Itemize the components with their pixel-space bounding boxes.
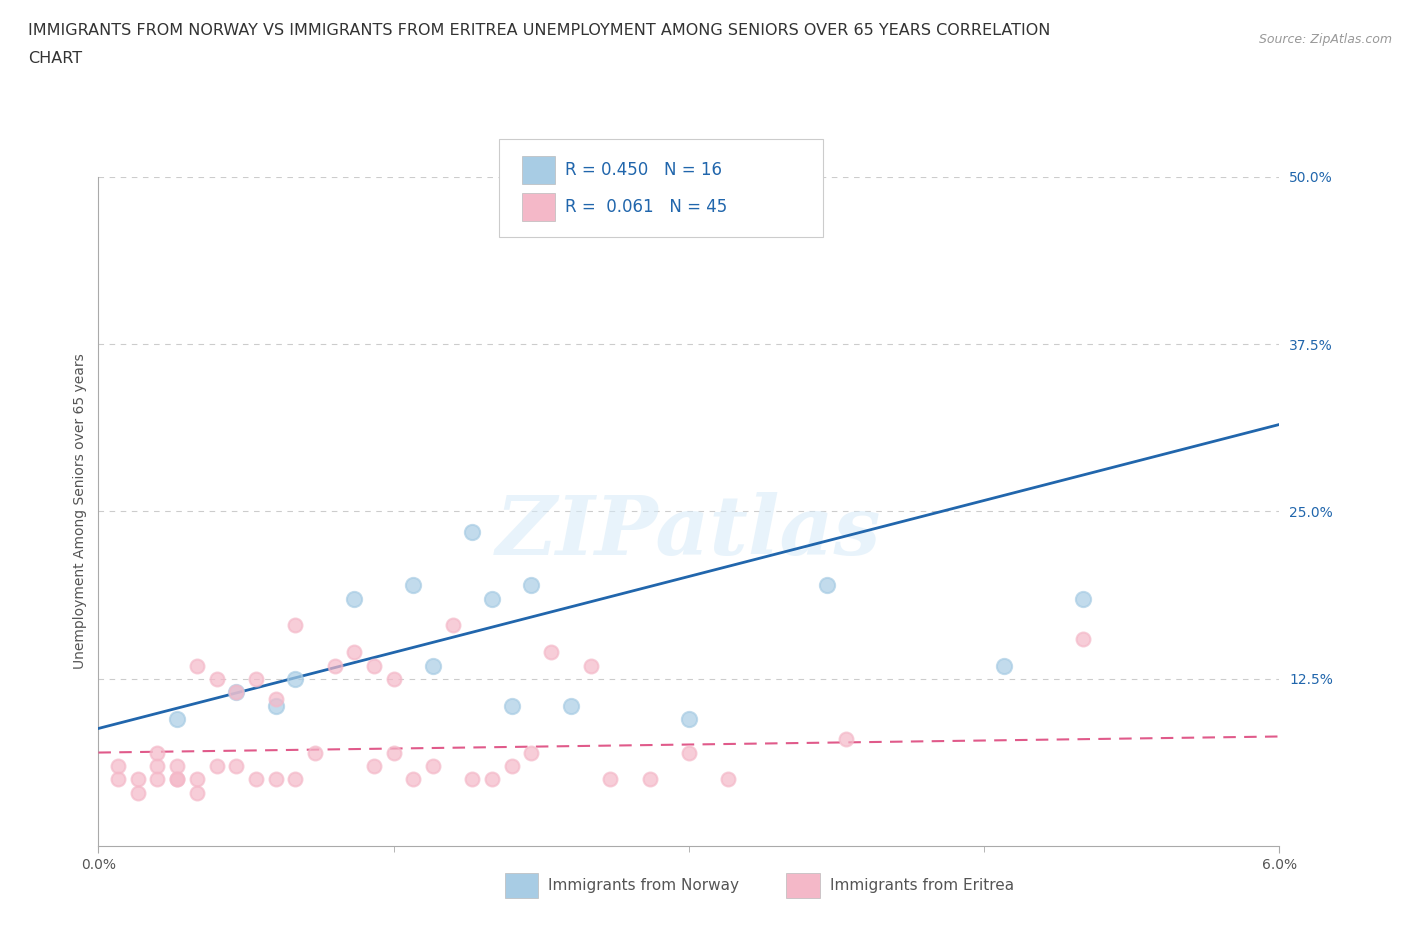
Y-axis label: Unemployment Among Seniors over 65 years: Unemployment Among Seniors over 65 years	[73, 353, 87, 670]
Point	[520, 578, 543, 592]
Point	[461, 772, 484, 787]
Point	[146, 759, 169, 774]
Point	[166, 759, 188, 774]
Text: Source: ZipAtlas.com: Source: ZipAtlas.com	[1258, 33, 1392, 46]
Point	[678, 711, 700, 726]
Point	[146, 745, 169, 760]
Text: IMMIGRANTS FROM NORWAY VS IMMIGRANTS FROM ERITREA UNEMPLOYMENT AMONG SENIORS OVE: IMMIGRANTS FROM NORWAY VS IMMIGRANTS FRO…	[28, 23, 1050, 38]
Point	[225, 684, 247, 699]
Text: Immigrants from Eritrea: Immigrants from Eritrea	[830, 878, 1014, 893]
Point	[343, 644, 366, 659]
Point	[363, 658, 385, 673]
Point	[186, 772, 208, 787]
Text: Immigrants from Norway: Immigrants from Norway	[548, 878, 740, 893]
Text: R =  0.061   N = 45: R = 0.061 N = 45	[565, 198, 727, 217]
Point	[501, 698, 523, 713]
Point	[264, 698, 287, 713]
Point	[127, 772, 149, 787]
Point	[186, 785, 208, 800]
Point	[363, 759, 385, 774]
Point	[441, 618, 464, 632]
Point	[382, 745, 405, 760]
Point	[1071, 591, 1094, 606]
Point	[304, 745, 326, 760]
Point	[815, 578, 838, 592]
Point	[127, 785, 149, 800]
Point	[245, 671, 267, 686]
Point	[205, 671, 228, 686]
Point	[284, 671, 307, 686]
Point	[225, 759, 247, 774]
Point	[264, 772, 287, 787]
Text: CHART: CHART	[28, 51, 82, 66]
Point	[284, 772, 307, 787]
Point	[560, 698, 582, 713]
Point	[225, 684, 247, 699]
Point	[481, 772, 503, 787]
Point	[835, 732, 858, 747]
Point	[540, 644, 562, 659]
Point	[481, 591, 503, 606]
Point	[501, 759, 523, 774]
Text: ZIPatlas: ZIPatlas	[496, 492, 882, 572]
Point	[638, 772, 661, 787]
Point	[186, 658, 208, 673]
Point	[461, 525, 484, 539]
Point	[343, 591, 366, 606]
Text: R = 0.450   N = 16: R = 0.450 N = 16	[565, 161, 723, 179]
Point	[520, 745, 543, 760]
Point	[422, 759, 444, 774]
Point	[146, 772, 169, 787]
Point	[993, 658, 1015, 673]
Point	[402, 578, 425, 592]
Point	[166, 711, 188, 726]
Point	[284, 618, 307, 632]
Point	[245, 772, 267, 787]
Point	[264, 692, 287, 707]
Point	[166, 772, 188, 787]
Point	[323, 658, 346, 673]
Point	[579, 658, 602, 673]
Point	[166, 772, 188, 787]
Point	[678, 745, 700, 760]
Point	[382, 671, 405, 686]
Point	[107, 772, 129, 787]
Point	[717, 772, 740, 787]
Point	[205, 759, 228, 774]
Point	[422, 658, 444, 673]
Point	[402, 772, 425, 787]
Point	[599, 772, 621, 787]
Point	[107, 759, 129, 774]
Point	[1071, 631, 1094, 646]
